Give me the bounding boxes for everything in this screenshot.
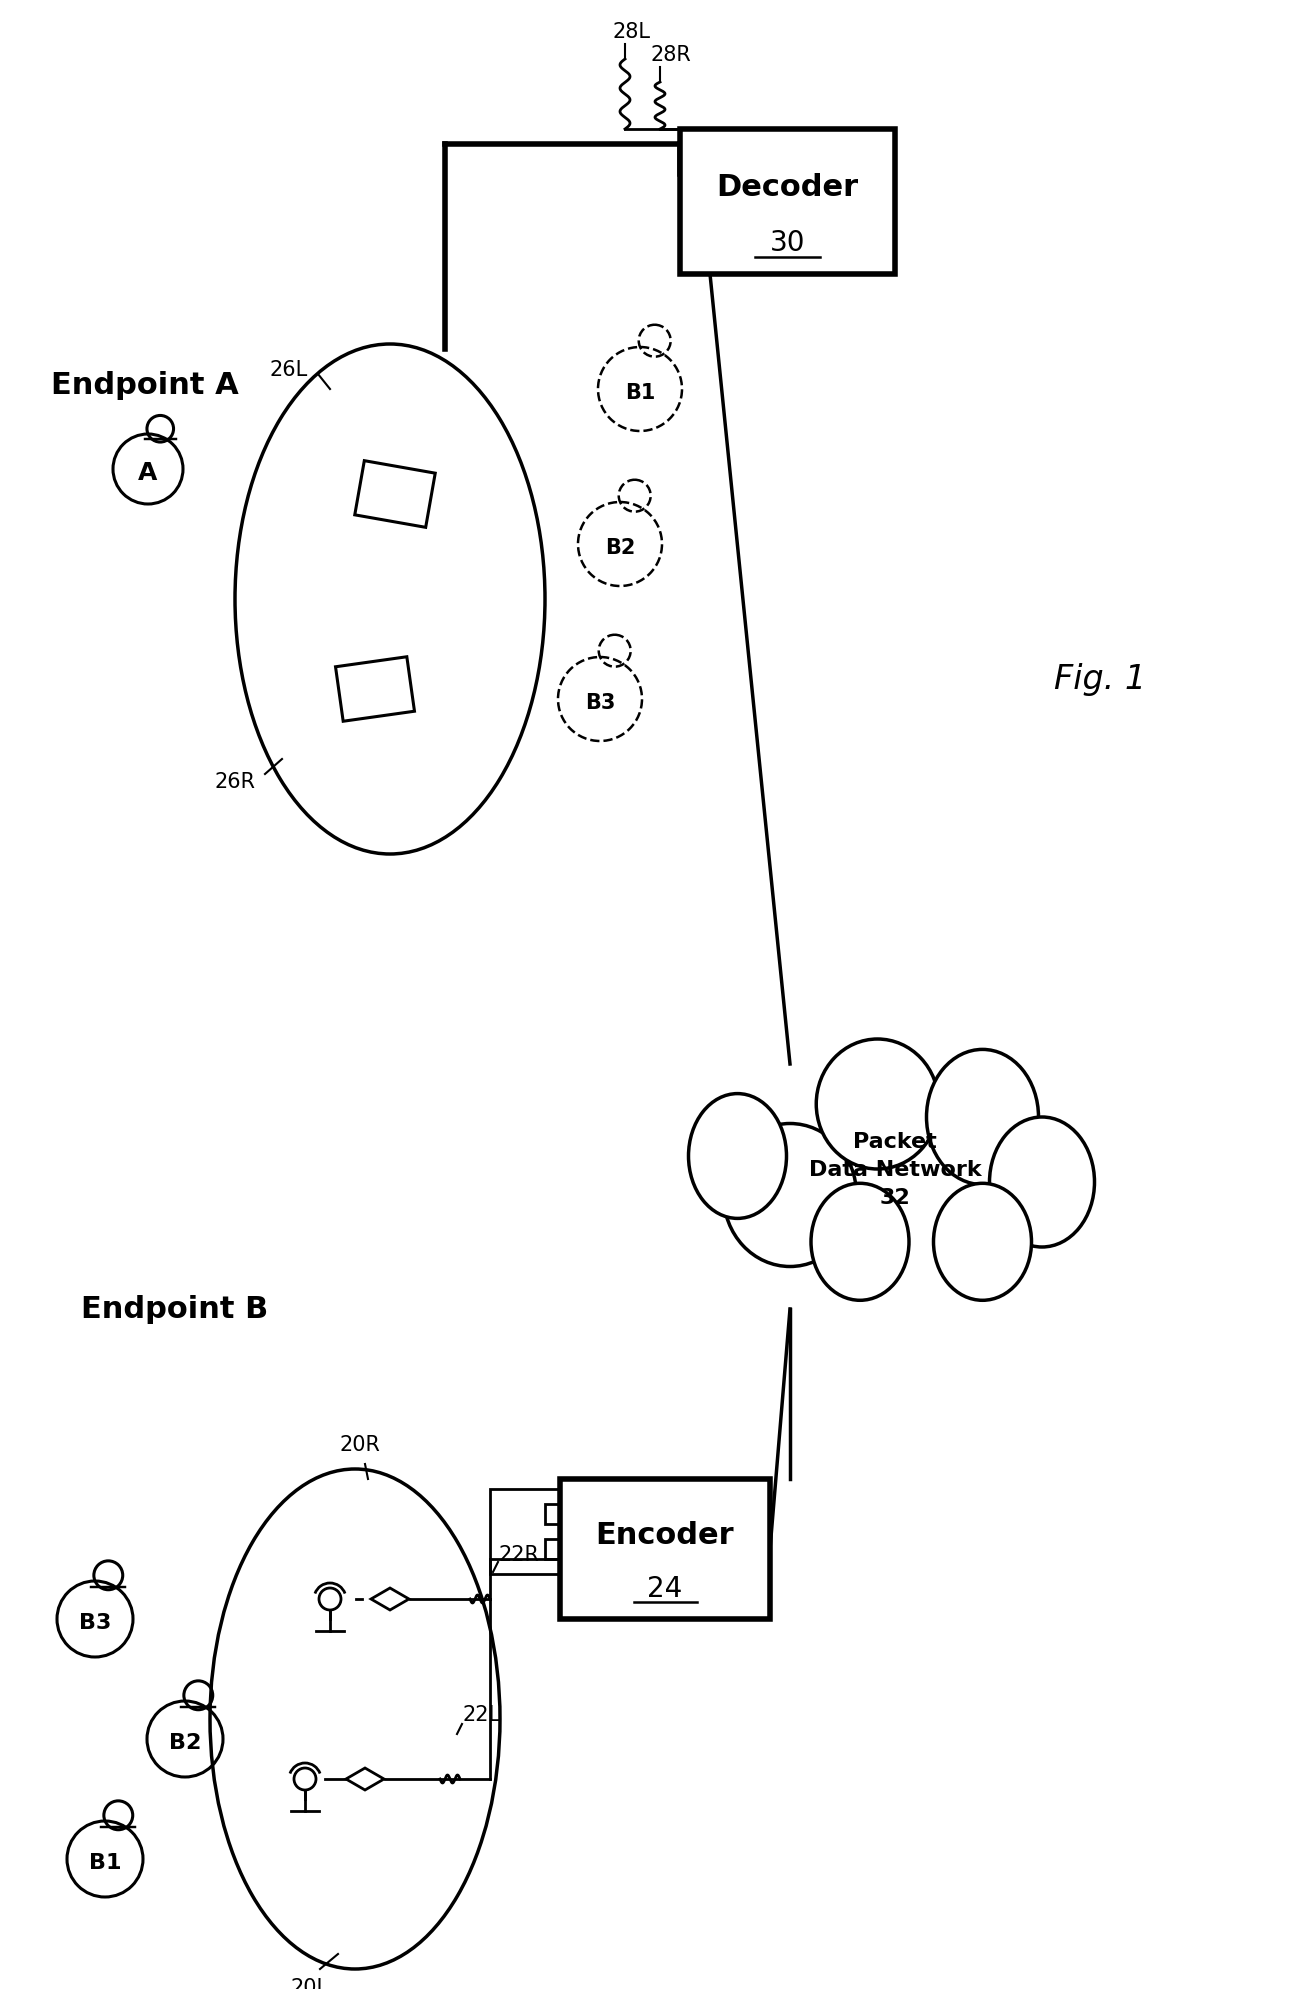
Text: B3: B3: [78, 1613, 111, 1633]
Text: 28L: 28L: [612, 22, 650, 42]
Text: B3: B3: [585, 692, 615, 712]
FancyBboxPatch shape: [680, 129, 895, 274]
Text: Decoder: Decoder: [716, 173, 859, 203]
Ellipse shape: [689, 1094, 787, 1219]
Ellipse shape: [933, 1183, 1031, 1301]
Text: 28R: 28R: [650, 46, 690, 66]
Text: B2: B2: [168, 1732, 201, 1752]
Ellipse shape: [816, 1040, 938, 1170]
Text: Fig. 1: Fig. 1: [1054, 662, 1146, 696]
Ellipse shape: [989, 1118, 1095, 1247]
Text: 26R: 26R: [214, 772, 254, 792]
Text: 30: 30: [770, 229, 805, 257]
Text: 32: 32: [880, 1187, 911, 1207]
Text: Endpoint B: Endpoint B: [81, 1295, 269, 1325]
Text: 20R: 20R: [339, 1434, 381, 1454]
FancyBboxPatch shape: [560, 1480, 770, 1619]
Text: B1: B1: [89, 1852, 121, 1872]
Ellipse shape: [810, 1183, 910, 1301]
Bar: [355, 461, 436, 527]
Text: 22R: 22R: [499, 1543, 539, 1563]
Ellipse shape: [723, 1124, 856, 1267]
Text: 26L: 26L: [270, 360, 308, 380]
Text: A: A: [138, 461, 158, 485]
Ellipse shape: [927, 1050, 1039, 1185]
Text: Encoder: Encoder: [595, 1522, 735, 1549]
Text: B2: B2: [604, 537, 636, 557]
Text: 20L: 20L: [291, 1977, 329, 1989]
Text: 24: 24: [647, 1575, 683, 1603]
Text: Endpoint A: Endpoint A: [51, 370, 239, 400]
Text: Data Network: Data Network: [809, 1160, 981, 1179]
Text: Packet: Packet: [853, 1132, 937, 1152]
Text: 22L: 22L: [462, 1705, 500, 1724]
Bar: [335, 658, 415, 722]
Text: B1: B1: [625, 382, 655, 404]
